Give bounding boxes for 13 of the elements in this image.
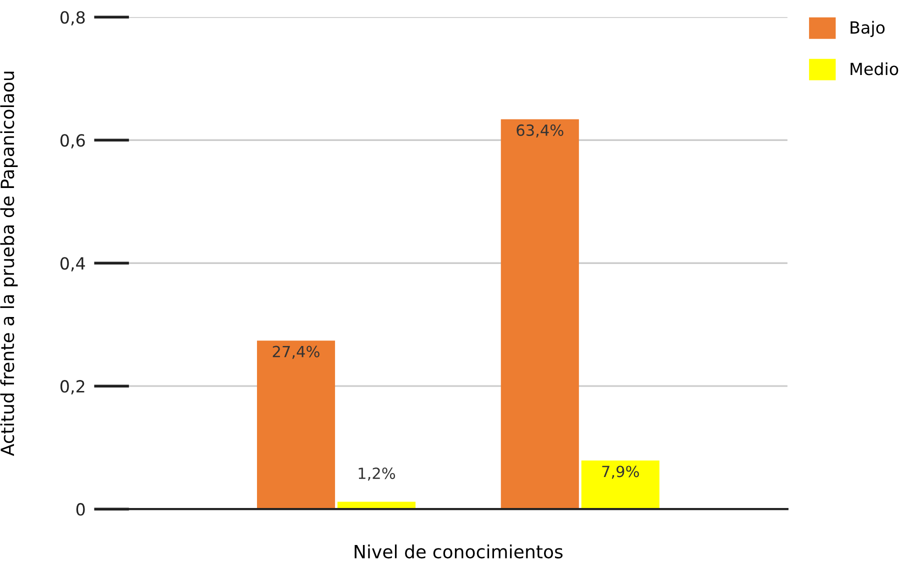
y-axis-title: Actitud frente a la prueba de Papanicolaou: [0, 72, 18, 456]
legend-label: Medio: [850, 62, 898, 76]
data-label: 63,4%: [516, 124, 564, 138]
data-label: 7,9%: [602, 466, 639, 479]
y-tick-label: 0,8: [60, 11, 85, 26]
y-tick-label: 0,4: [60, 257, 85, 272]
y-tick-label: 0,6: [60, 134, 85, 148]
y-tick-label: 0,2: [60, 380, 84, 394]
legend-label: Bajo: [850, 20, 885, 38]
x-axis-title: Nivel de conocimientos: [354, 544, 563, 558]
data-label: 27,4%: [272, 346, 320, 359]
y-tick-label: 0: [76, 503, 85, 516]
data-label: 1,2%: [358, 468, 396, 481]
